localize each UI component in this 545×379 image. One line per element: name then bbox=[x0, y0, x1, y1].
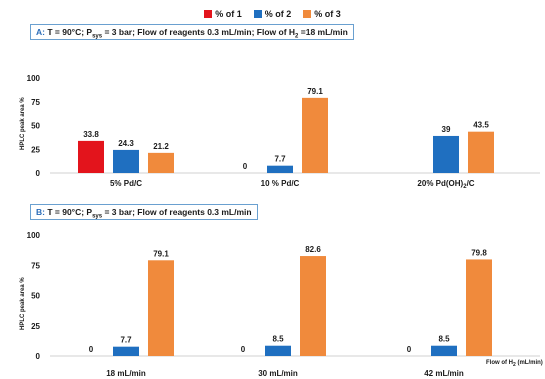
panel-b-bar bbox=[113, 346, 139, 356]
panel-b-bar bbox=[300, 256, 326, 356]
panel-b-bar bbox=[431, 345, 457, 356]
panel-a-title: A: T = 90°C; Psys = 3 bar; Flow of reage… bbox=[30, 24, 354, 40]
panel-a-data-label: 21.2 bbox=[153, 142, 169, 151]
panel-a-bar bbox=[433, 135, 459, 173]
panel-b-category-label: 30 mL/min bbox=[258, 369, 298, 378]
panel-a-bar bbox=[113, 149, 139, 173]
legend-label-1: % of 1 bbox=[215, 9, 242, 19]
panel-b-y-tick-label: 100 bbox=[27, 231, 41, 240]
panel-a-title-part: =18 mL/min bbox=[298, 27, 348, 37]
legend-swatch-2 bbox=[253, 10, 262, 18]
panel-a-data-label: 7.7 bbox=[274, 155, 286, 164]
panel-a-category-label: 5% Pd/C bbox=[110, 179, 142, 188]
panel-a-category-label: 10 % Pd/C bbox=[261, 179, 300, 188]
legend-item-3: % of 3 bbox=[303, 8, 341, 20]
panel-b-title-part: = 3 bar; Flow of reagents 0.3 mL/min bbox=[102, 207, 252, 217]
panel-a-y-tick-label: 0 bbox=[36, 169, 41, 178]
legend-swatch-3 bbox=[303, 10, 312, 18]
panel-a-bar bbox=[148, 152, 174, 173]
panel-a-title-part: 2 bbox=[295, 33, 299, 40]
panel-a-y-tick-label: 25 bbox=[31, 145, 40, 154]
legend-label-3: % of 3 bbox=[314, 9, 341, 19]
panel-b-y-tick-label: 75 bbox=[31, 261, 40, 270]
panel-b-data-label: 8.5 bbox=[272, 335, 284, 344]
panel-b-y-tick-label: 50 bbox=[31, 292, 40, 301]
panel-a-title-part: sys bbox=[92, 33, 103, 40]
panel-b-bar bbox=[466, 259, 492, 356]
panel-a-title-part: = 3 bar; Flow of reagents 0.3 mL/min; Fl… bbox=[102, 27, 296, 37]
legend-item-2: % of 2 bbox=[253, 8, 292, 20]
panel-a-title-part: T = 90°C; P bbox=[44, 27, 93, 37]
panel-b-title-part: sys bbox=[92, 213, 103, 220]
panel-a-data-label: 33.8 bbox=[83, 130, 99, 139]
x-axis-title-part: 2 bbox=[513, 362, 516, 369]
panel-b-title-part: T = 90°C; P bbox=[44, 207, 93, 217]
chart-legend: % of 1 % of 2 % of 3 bbox=[0, 8, 545, 20]
panel-b-data-label: 79.1 bbox=[153, 249, 169, 258]
x-axis-title-part: (mL/min) bbox=[515, 360, 543, 366]
panel-b-data-label: 0 bbox=[407, 345, 412, 354]
panel-a-data-label: 79.1 bbox=[307, 87, 323, 96]
panel-a-y-tick-label: 100 bbox=[27, 74, 41, 83]
panel-a-bar bbox=[267, 165, 293, 173]
panel-b-data-label: 0 bbox=[241, 345, 246, 354]
panel-a-letter: A: bbox=[36, 27, 45, 37]
panel-b-bar bbox=[265, 345, 291, 356]
panel-a-data-label: 43.5 bbox=[473, 121, 489, 130]
panel-b-x-axis-title: Flow of H2 (mL/min) bbox=[486, 360, 543, 368]
panel-b-category-label: 18 mL/min bbox=[106, 369, 146, 378]
panel-a-y-tick-label: 50 bbox=[31, 122, 40, 131]
panel-a-data-label: 24.3 bbox=[118, 139, 134, 148]
panel-b-data-label: 0 bbox=[89, 345, 94, 354]
panel-a-bar bbox=[78, 140, 104, 173]
panel-b-y-tick-label: 25 bbox=[31, 322, 40, 331]
panel-b-data-label: 7.7 bbox=[120, 336, 132, 345]
panel-a-bar bbox=[468, 131, 494, 173]
panel-a-category-label: 20% Pd(OH)2/C bbox=[417, 179, 474, 190]
panel-b-data-label: 8.5 bbox=[438, 335, 450, 344]
panel-b-data-label: 82.6 bbox=[305, 245, 321, 254]
legend-label-2: % of 2 bbox=[264, 9, 292, 19]
panel-a-bar bbox=[302, 97, 328, 173]
panel-a-data-label: 0 bbox=[243, 162, 248, 171]
panel-b-title: B: T = 90°C; Psys = 3 bar; Flow of reage… bbox=[30, 204, 258, 220]
panel-b-data-label: 79.8 bbox=[471, 248, 487, 257]
legend-swatch-1 bbox=[204, 10, 213, 18]
panel-b-y-tick-label: 0 bbox=[36, 352, 41, 361]
panel-a-data-label: 39 bbox=[442, 125, 451, 134]
panel-b-category-label: 42 mL/min bbox=[424, 369, 464, 378]
panel-a-y-tick-label: 75 bbox=[31, 98, 40, 107]
legend-item-1: % of 1 bbox=[204, 8, 242, 20]
x-axis-title-part: Flow of H bbox=[486, 360, 513, 366]
panel-b-bar bbox=[148, 260, 174, 356]
panel-b-letter: B: bbox=[36, 207, 45, 217]
